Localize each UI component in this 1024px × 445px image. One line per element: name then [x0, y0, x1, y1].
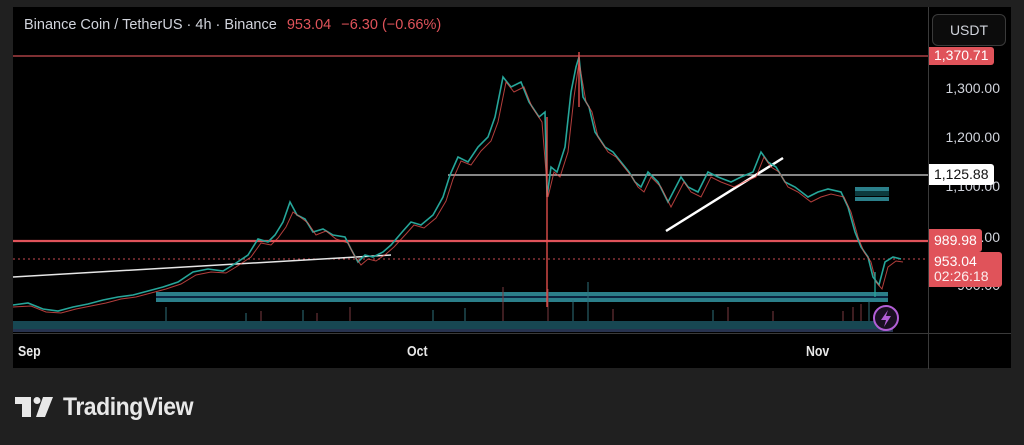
volume-bars	[165, 282, 870, 321]
time-label-nov: Nov	[806, 344, 830, 360]
small-zone-top	[855, 187, 889, 191]
tag-current-price: 953.04 02:26:18	[929, 252, 1002, 287]
lightning-icon[interactable]	[873, 305, 899, 331]
last-price: 953.04	[286, 17, 332, 33]
tick-1200: 1,200.00	[945, 129, 1001, 145]
tag-resistance-top: 1,370.71	[929, 47, 994, 65]
symbol-title: Binance Coin / TetherUS · 4h · Binance	[24, 17, 277, 33]
trendline-long	[13, 254, 392, 278]
time-label-sep: Sep	[18, 344, 41, 360]
tag-support-level: 989.98	[929, 229, 982, 252]
price-chart-canvas[interactable]	[13, 7, 1011, 368]
tradingview-logo-icon	[15, 396, 53, 417]
small-zone-bottom	[855, 197, 889, 201]
volume-strip	[13, 321, 893, 329]
tradingview-logo[interactable]: TradingView	[15, 393, 204, 422]
price-series	[13, 56, 902, 312]
price-change: −6.30 (−0.66%)	[341, 17, 442, 33]
current-price-value: 953.04	[934, 253, 977, 269]
bar-countdown: 02:26:18	[934, 268, 989, 284]
support-zone-bottom	[156, 298, 888, 302]
tag-level-mid: 1,125.88	[929, 164, 994, 185]
brand-name: TradingView	[63, 393, 194, 421]
time-axis[interactable]: Sep Oct Nov	[13, 333, 1011, 369]
time-label-oct: Oct	[407, 344, 428, 360]
price-axis[interactable]: 1,300.00 1,200.00 1,100.00 1,000.00 900.…	[928, 7, 1012, 333]
tick-1300: 1,300.00	[945, 80, 1001, 96]
symbol-legend[interactable]: Binance Coin / TetherUS · 4h · Binance 9…	[24, 17, 441, 33]
currency-selector[interactable]: USDT	[932, 14, 1006, 46]
support-zone-top	[156, 292, 888, 296]
chart-panel[interactable]: Binance Coin / TetherUS · 4h · Binance 9…	[13, 7, 1012, 369]
trendline-short	[665, 156, 784, 233]
